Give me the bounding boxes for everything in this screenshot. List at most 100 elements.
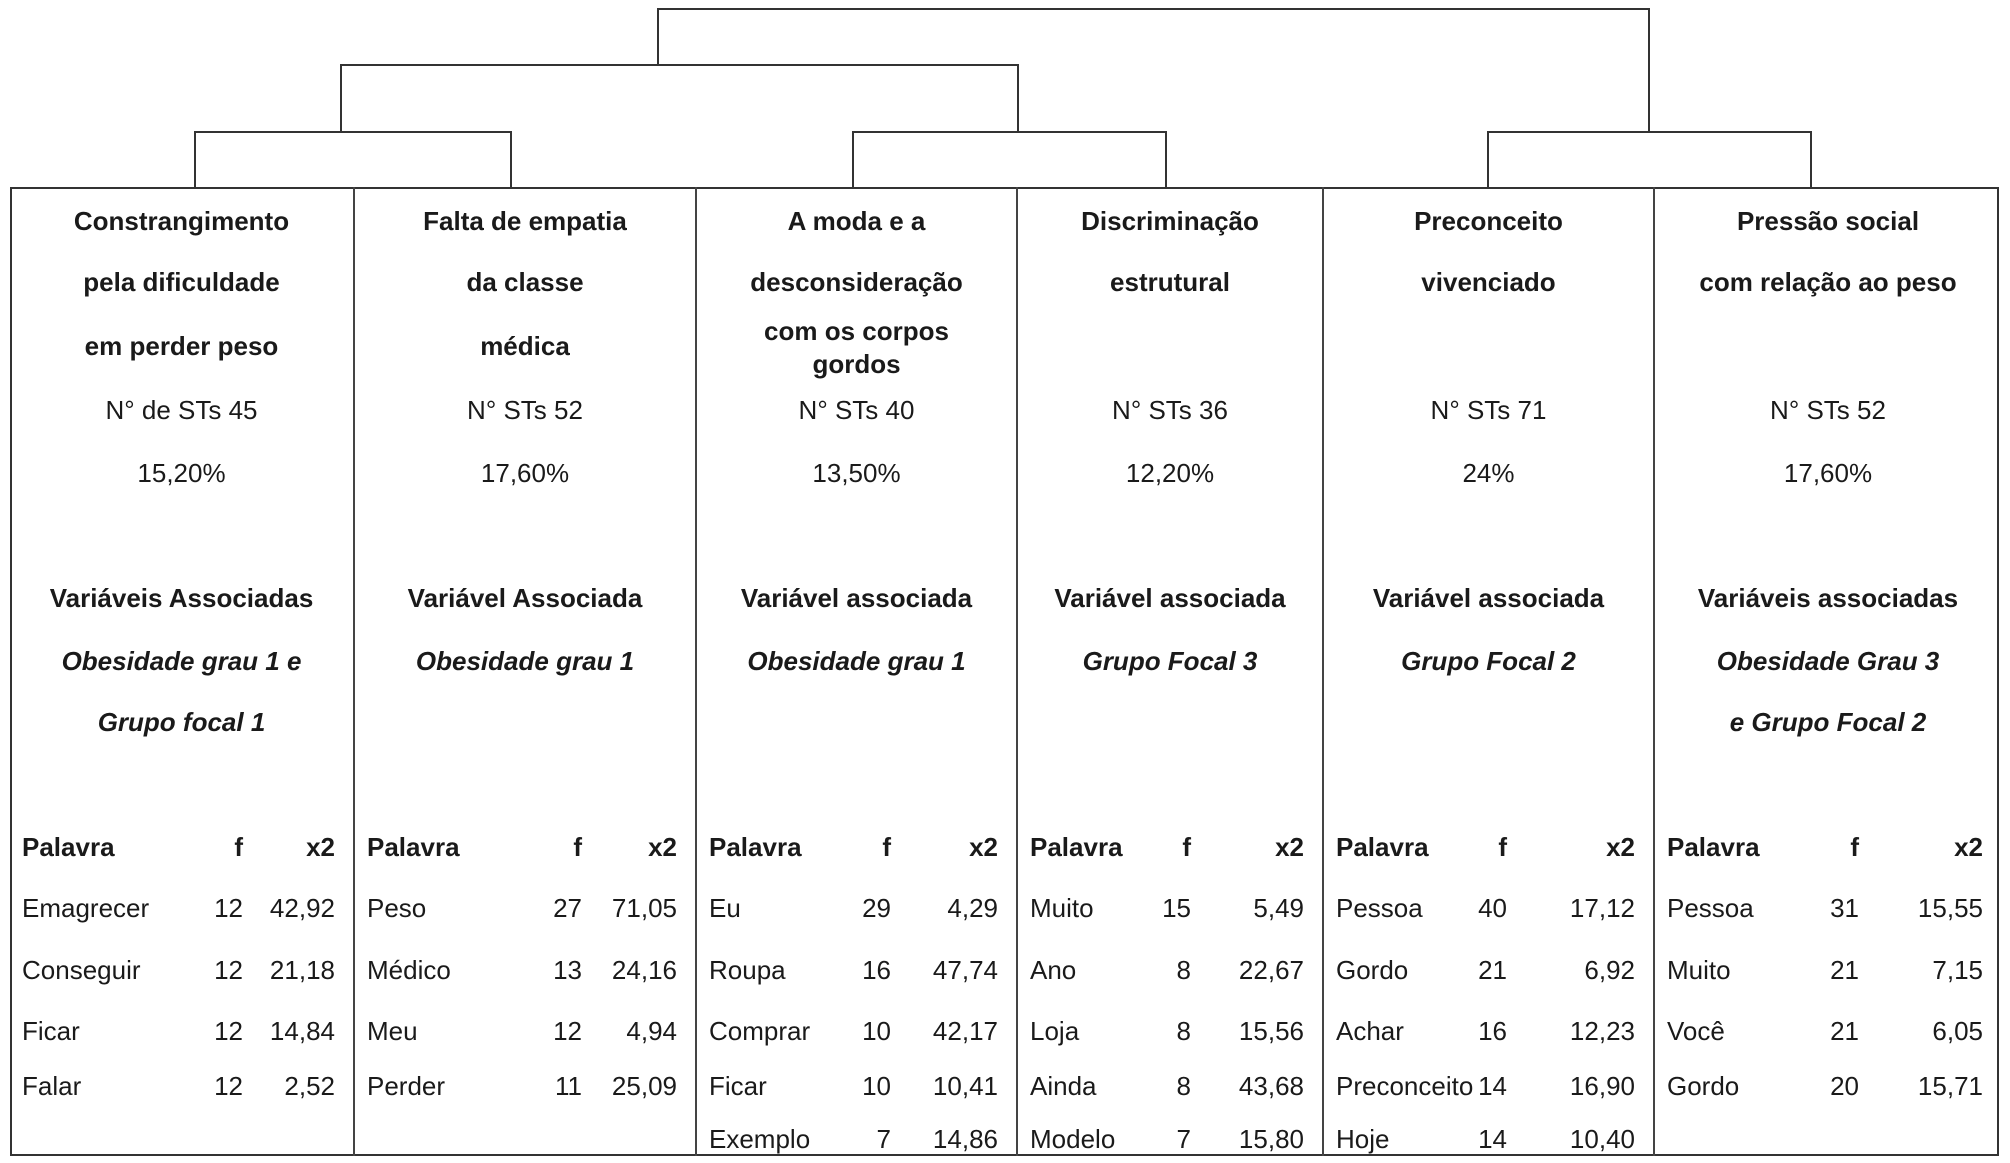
- word-cell: Exemplo: [709, 1124, 811, 1154]
- dendro-leaf: [1165, 131, 1167, 188]
- chi2-cell: 7,15: [1932, 955, 1983, 985]
- chi2-cell: 21,18: [269, 955, 335, 985]
- header-word: Palavra: [1336, 832, 1429, 862]
- word-cell: Ano: [1030, 955, 1077, 985]
- class-title-line: com os corpos: [764, 316, 949, 346]
- percentage: 24%: [1462, 458, 1515, 488]
- class-title-line: com relação ao peso: [1699, 267, 1957, 297]
- chi2-cell: 15,71: [1917, 1071, 1983, 1101]
- header-x2: x2: [306, 832, 335, 862]
- variables-label: Variável associada: [1054, 583, 1286, 613]
- header-word: Palavra: [709, 832, 802, 862]
- header-x2: x2: [969, 832, 998, 862]
- frequency-cell: 12: [214, 893, 243, 923]
- dendro-leaf: [1810, 131, 1812, 188]
- associated-variable: Obesidade Grau 3: [1716, 646, 1940, 676]
- sts-count: N° STs 36: [1112, 395, 1228, 425]
- chi2-cell: 71,05: [611, 893, 677, 923]
- class-column-5: Preconceito vivenciado N° STs 71 24% Variáve…: [1322, 187, 1653, 1156]
- header-f: f: [1850, 832, 1859, 862]
- dendro-leaf: [194, 131, 196, 188]
- header-f: f: [573, 832, 582, 862]
- chi2-cell: 6,92: [1584, 955, 1635, 985]
- word-cell: Muito: [1667, 955, 1731, 985]
- variables-label: Variáveis associadas: [1697, 583, 1959, 613]
- frequency-cell: 13: [553, 955, 582, 985]
- class-column-6: Pressão social com relação ao peso N° STs …: [1653, 187, 2001, 1156]
- associated-variable: Obesidade grau 1 e: [61, 646, 302, 676]
- word-cell: Roupa: [709, 955, 786, 985]
- classes-table: [10, 187, 1999, 1156]
- percentage: 17,60%: [1783, 458, 1873, 488]
- frequency-cell: 7: [876, 1124, 891, 1154]
- dendro-left-bar: [340, 64, 1019, 66]
- associated-variable: Obesidade grau 1: [415, 646, 635, 676]
- frequency-cell: 16: [862, 955, 891, 985]
- word-cell: Emagrecer: [22, 893, 150, 923]
- chi2-cell: 6,05: [1932, 1016, 1983, 1046]
- header-x2: x2: [648, 832, 677, 862]
- frequency-cell: 29: [862, 893, 891, 923]
- chi2-cell: 24,16: [611, 955, 677, 985]
- chi2-cell: 22,67: [1238, 955, 1304, 985]
- class-title-line: em perder peso: [84, 331, 279, 361]
- frequency-cell: 14: [1478, 1124, 1507, 1154]
- chi2-cell: 25,09: [611, 1071, 677, 1101]
- chi2-cell: 42,17: [932, 1016, 998, 1046]
- class-title-line: Falta de empatia: [423, 206, 627, 236]
- word-cell: Eu: [709, 893, 741, 923]
- chi2-cell: 10,41: [932, 1071, 998, 1101]
- chi2-cell: 42,92: [269, 893, 335, 923]
- associated-variable: Grupo Focal 2: [1401, 646, 1576, 676]
- class-title-line: médica: [480, 331, 570, 361]
- dendro-top-bar: [657, 8, 1650, 10]
- word-cell: Perder: [367, 1071, 446, 1101]
- frequency-cell: 40: [1478, 893, 1507, 923]
- frequency-cell: 10: [862, 1016, 891, 1046]
- header-word: Palavra: [1030, 832, 1123, 862]
- dendro-bar: [852, 131, 1167, 133]
- sts-count: N° STs 40: [798, 395, 915, 425]
- word-cell: Hoje: [1336, 1124, 1390, 1154]
- word-cell: Muito: [1030, 893, 1094, 923]
- word-cell: Preconceito: [1336, 1071, 1474, 1101]
- header-x2: x2: [1275, 832, 1304, 862]
- word-cell: Achar: [1336, 1016, 1404, 1046]
- word-cell: Loja: [1030, 1016, 1080, 1046]
- word-cell: Modelo: [1030, 1124, 1116, 1154]
- chi2-cell: 15,55: [1917, 893, 1983, 923]
- class-title-line: A moda e a: [787, 206, 926, 236]
- associated-variable: Grupo Focal 3: [1082, 646, 1258, 676]
- sts-count: N° STs 71: [1430, 395, 1547, 425]
- dendro-leaf: [510, 131, 512, 188]
- chi2-cell: 12,23: [1569, 1016, 1635, 1046]
- word-cell: Ainda: [1030, 1071, 1097, 1101]
- percentage: 13,50%: [812, 458, 901, 488]
- chi2-cell: 15,56: [1238, 1016, 1304, 1046]
- chi2-cell: 16,90: [1569, 1071, 1635, 1101]
- class-title-line: Discriminação: [1081, 206, 1259, 236]
- frequency-cell: 20: [1830, 1071, 1859, 1101]
- dendro-leaf: [852, 131, 854, 188]
- chi2-cell: 10,40: [1569, 1124, 1635, 1154]
- dendro-leaf: [1487, 131, 1489, 188]
- chi2-cell: 5,49: [1253, 893, 1304, 923]
- dendro-drop: [1017, 64, 1019, 132]
- word-cell: Peso: [367, 893, 427, 923]
- header-f: f: [234, 832, 243, 862]
- word-cell: Ficar: [22, 1016, 80, 1046]
- chi2-cell: 43,68: [1238, 1071, 1304, 1101]
- class-title-line: pela dificuldade: [83, 267, 280, 297]
- frequency-cell: 8: [1176, 955, 1191, 985]
- chi2-cell: 47,74: [932, 955, 998, 985]
- associated-variable: Grupo focal 1: [97, 707, 266, 737]
- frequency-cell: 31: [1830, 893, 1859, 923]
- header-x2: x2: [1954, 832, 1983, 862]
- class-title-line: da classe: [466, 267, 584, 297]
- frequency-cell: 10: [862, 1071, 891, 1101]
- frequency-cell: 8: [1176, 1071, 1191, 1101]
- frequency-cell: 16: [1478, 1016, 1507, 1046]
- variables-label: Variáveis Associadas: [49, 583, 314, 613]
- frequency-cell: 21: [1478, 955, 1507, 985]
- word-cell: Você: [1667, 1016, 1725, 1046]
